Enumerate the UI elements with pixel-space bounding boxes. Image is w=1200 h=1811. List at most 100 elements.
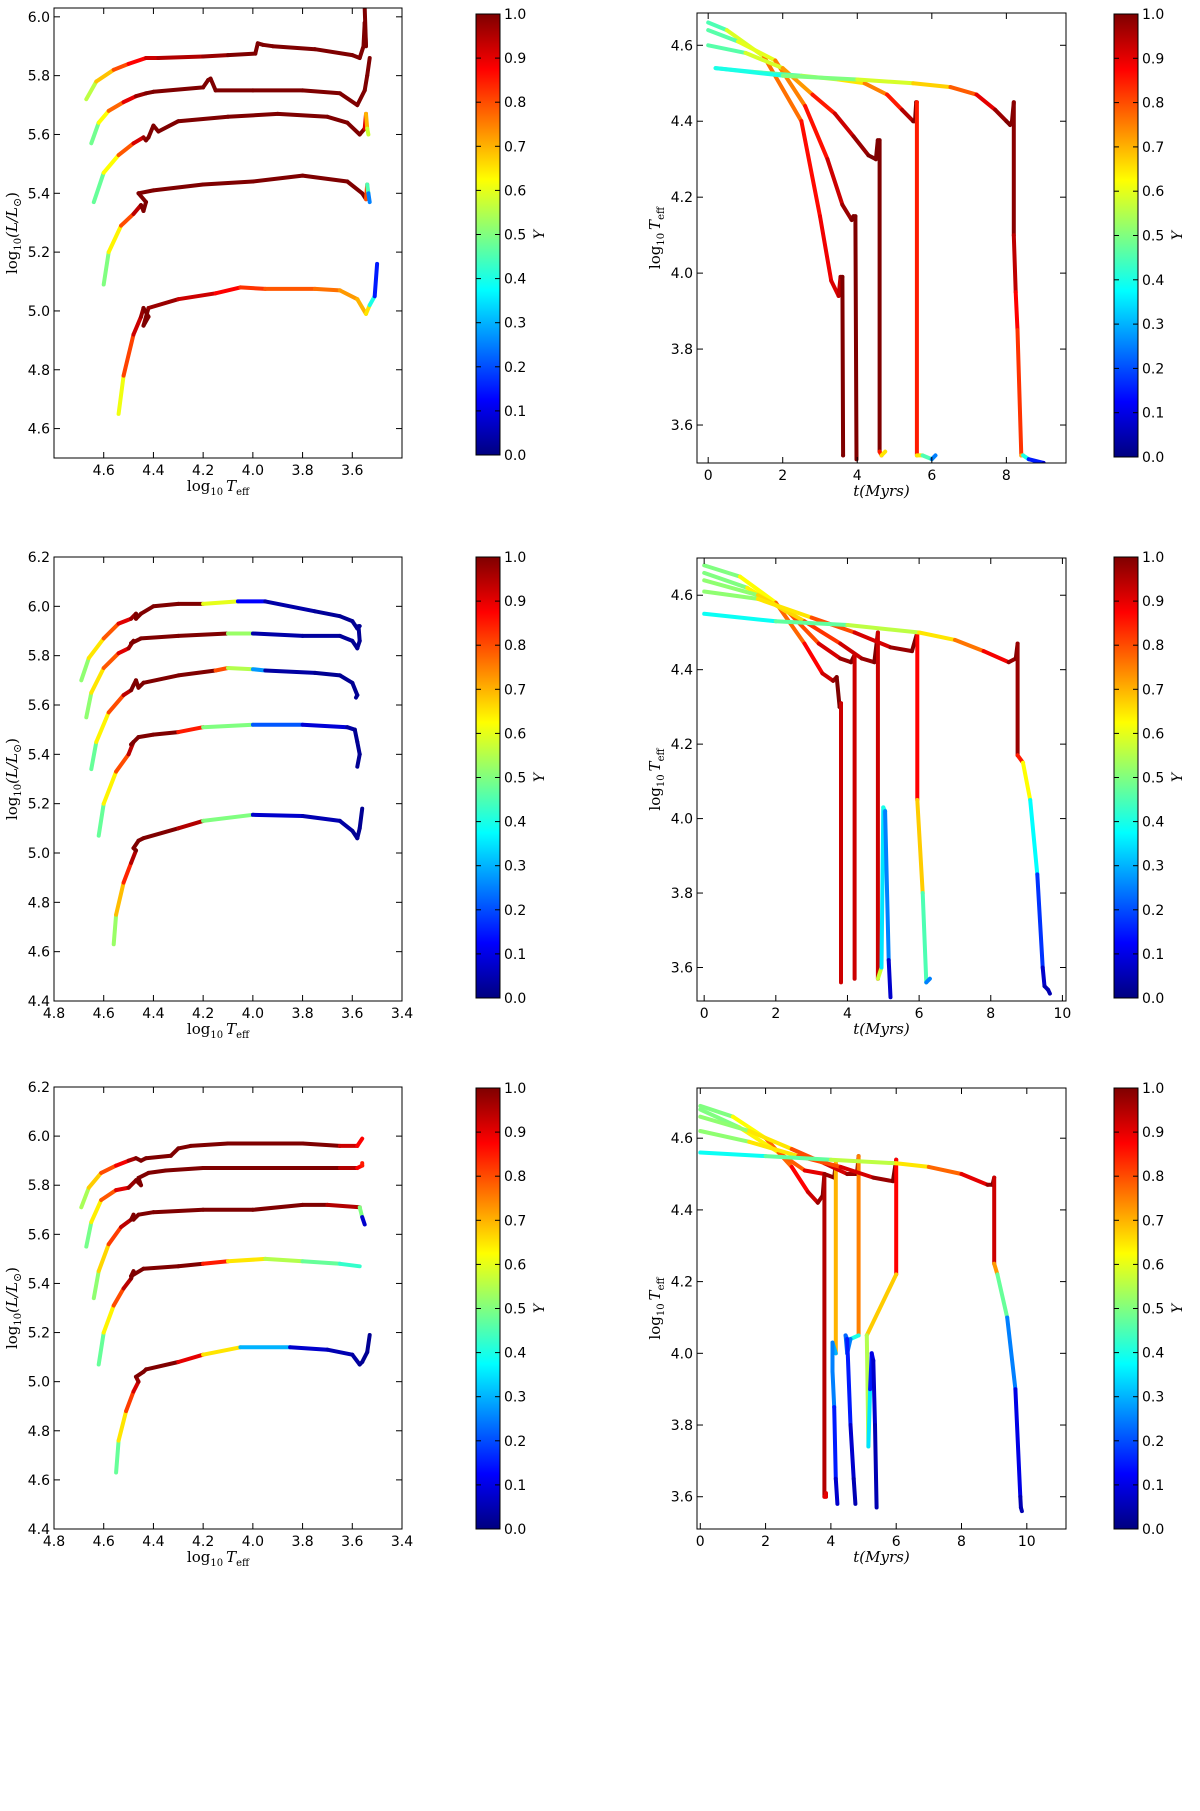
track-segment xyxy=(136,1210,156,1217)
track-segment xyxy=(345,120,362,137)
track-segment xyxy=(833,1476,840,1506)
track-segment xyxy=(124,1389,136,1414)
y-tick-label: 3.6 xyxy=(671,418,693,434)
track-segment xyxy=(226,51,258,58)
chart-panel-4: 0 2 4 6 8 10 3.6 3.8 4.0 4.2 4.4 4.6 t(Myrs) log10Tef… xyxy=(646,550,1186,1038)
track-segment xyxy=(706,28,740,44)
track-segment xyxy=(853,214,859,462)
track-segment xyxy=(337,288,360,302)
track-segment xyxy=(952,637,986,654)
track-segment xyxy=(366,191,372,205)
track-segment xyxy=(176,725,206,735)
series-track-4 xyxy=(698,1129,899,1510)
colorbar-tick-label: 0.5 xyxy=(1142,1302,1164,1318)
y-tick-label: 5.4 xyxy=(28,1276,50,1292)
y-tick-label: 5.8 xyxy=(28,69,50,85)
track-segment xyxy=(121,332,136,378)
colorbar-tick-label: 0.1 xyxy=(504,947,526,963)
track-segment xyxy=(788,611,821,646)
series-track-1 xyxy=(114,1333,372,1475)
y-axis-label: log10(L/L⊙) xyxy=(3,192,24,274)
colorbar-tick-label: 0.1 xyxy=(504,404,526,420)
track-segment xyxy=(208,76,218,93)
colorbar-tick-label: 0.0 xyxy=(1142,991,1164,1007)
track-segment xyxy=(852,630,893,650)
series-track-3 xyxy=(91,111,371,205)
track-segment xyxy=(810,92,837,116)
y-tick-label: 5.8 xyxy=(28,649,50,665)
y-tick-label: 6.0 xyxy=(28,599,50,615)
colorbar-tick-label: 0.8 xyxy=(504,95,526,111)
y-tick-label: 4.4 xyxy=(28,1522,50,1538)
track-segment xyxy=(99,1188,119,1202)
series-track-1 xyxy=(706,20,846,458)
track-segment xyxy=(91,170,106,205)
colorbar-tick-label: 0.4 xyxy=(504,1346,526,1362)
track-segment xyxy=(948,85,979,97)
track-segment xyxy=(121,1276,134,1291)
colorbar: 0.0 0.1 0.2 0.3 0.4 0.5 0.6 0.7 0.8 0.9 1.0 Y xyxy=(1113,1081,1186,1538)
x-tick-label: 3.8 xyxy=(291,1534,313,1550)
colorbar-tick-label: 0.2 xyxy=(1142,361,1164,377)
x-tick-label: 8 xyxy=(957,1534,966,1550)
track-segment xyxy=(111,61,131,72)
track-segment xyxy=(864,1272,899,1338)
track-segment xyxy=(141,306,151,328)
track-segment xyxy=(91,1269,101,1301)
track-segment xyxy=(1028,798,1040,877)
series-track-3 xyxy=(91,1202,367,1301)
track-segment xyxy=(365,56,372,78)
track-segment xyxy=(79,656,91,683)
track-segment xyxy=(345,179,365,196)
chart-panel-1: 4.6 4.4 4.2 4.0 3.8 3.6 4.6 4.8 5.0 5.2 5.4 5.6 5.8 6… xyxy=(3,7,548,498)
x-tick-label: 4 xyxy=(843,1006,852,1022)
track-segment xyxy=(354,693,360,700)
track-segment xyxy=(698,1150,768,1159)
track-segment xyxy=(300,88,342,96)
colorbar-label: Y xyxy=(1170,771,1186,782)
plot-area xyxy=(702,563,1052,1000)
y-tick-label: 5.6 xyxy=(28,1227,50,1243)
colorbar-label: Y xyxy=(532,771,548,782)
track-segment xyxy=(736,39,778,63)
y-tick-label: 5.4 xyxy=(28,186,50,202)
track-segment xyxy=(763,1154,833,1162)
track-segment xyxy=(888,645,914,654)
colorbar-tick-label: 0.3 xyxy=(504,316,526,332)
track-segment xyxy=(116,141,136,158)
track-segment xyxy=(300,1141,342,1148)
track-segment xyxy=(151,601,181,609)
track-segment xyxy=(201,812,255,823)
y-tick-label: 5.8 xyxy=(28,1178,50,1194)
track-segment xyxy=(974,92,998,112)
y-tick-label: 3.6 xyxy=(671,960,693,976)
track-segment xyxy=(111,1286,126,1308)
track-segment xyxy=(1013,1387,1023,1499)
track-segment xyxy=(924,976,932,985)
y-tick-label: 6.0 xyxy=(28,1129,50,1145)
track-segment xyxy=(838,641,864,661)
y-tick-label: 4.6 xyxy=(28,1473,50,1489)
colorbar-tick-label: 1.0 xyxy=(504,550,526,566)
track-segment xyxy=(176,1261,206,1269)
series-track-1 xyxy=(111,806,365,947)
x-tick-label: 0 xyxy=(696,1534,705,1550)
y-tick-label: 3.8 xyxy=(671,1418,693,1434)
x-axis-label: t(Myrs) xyxy=(853,1020,910,1038)
series-track-4 xyxy=(702,589,932,985)
y-axis-label: log10Teff xyxy=(646,748,667,811)
colorbar-tick-label: 0.1 xyxy=(1142,1478,1164,1494)
colorbar-tick-label: 0.1 xyxy=(1142,947,1164,963)
colorbar-tick-label: 1.0 xyxy=(1142,1081,1164,1097)
track-segment xyxy=(201,53,230,59)
colorbar-tick-label: 0.4 xyxy=(1142,1346,1164,1362)
y-tick-label: 4.6 xyxy=(28,422,50,438)
track-segment xyxy=(116,616,134,626)
track-segment xyxy=(337,614,355,624)
x-tick-label: 3.6 xyxy=(341,1006,363,1022)
x-tick-label: 3.4 xyxy=(391,1006,413,1022)
x-axis-label: log10 Teff xyxy=(187,1020,250,1041)
colorbar: 0.0 0.1 0.2 0.3 0.4 0.5 0.6 0.7 0.8 0.9 1.0 Y xyxy=(475,550,548,1007)
track-segment xyxy=(1040,965,1047,989)
colorbar-tick-label: 0.7 xyxy=(1142,682,1164,698)
